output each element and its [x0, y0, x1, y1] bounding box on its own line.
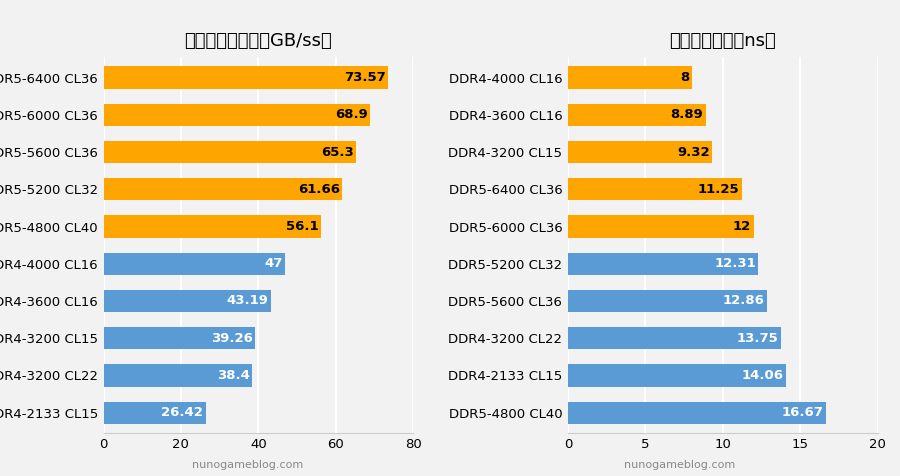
Text: 14.06: 14.06: [741, 369, 783, 382]
Title: メモリの帯域幅（GB/ss）: メモリの帯域幅（GB/ss）: [184, 32, 332, 50]
Text: 12: 12: [733, 220, 751, 233]
Bar: [104, 290, 271, 312]
Text: 12.86: 12.86: [723, 295, 764, 307]
Text: nunogameblog.com: nunogameblog.com: [624, 460, 735, 470]
Bar: [568, 327, 781, 349]
Bar: [104, 253, 285, 275]
Text: 9.32: 9.32: [677, 146, 710, 159]
Bar: [104, 364, 252, 387]
Text: 39.26: 39.26: [212, 332, 253, 345]
Bar: [568, 402, 826, 424]
Bar: [104, 178, 342, 200]
Text: 16.67: 16.67: [781, 406, 824, 419]
Text: 56.1: 56.1: [285, 220, 318, 233]
Bar: [104, 402, 206, 424]
Bar: [104, 327, 256, 349]
Text: 26.42: 26.42: [161, 406, 203, 419]
Text: 73.57: 73.57: [344, 71, 386, 84]
Text: 11.25: 11.25: [698, 183, 740, 196]
Bar: [568, 290, 767, 312]
Bar: [104, 104, 370, 126]
Text: 38.4: 38.4: [217, 369, 249, 382]
Text: 8.89: 8.89: [670, 109, 703, 121]
Text: nunogameblog.com: nunogameblog.com: [192, 460, 303, 470]
Text: 65.3: 65.3: [321, 146, 354, 159]
Bar: [568, 104, 706, 126]
Bar: [104, 141, 356, 163]
Bar: [104, 67, 388, 89]
Bar: [568, 67, 692, 89]
Bar: [104, 215, 320, 238]
Bar: [568, 253, 759, 275]
Text: 68.9: 68.9: [335, 109, 368, 121]
Text: 12.31: 12.31: [715, 257, 756, 270]
Bar: [568, 141, 712, 163]
Bar: [568, 215, 753, 238]
Text: 8: 8: [680, 71, 689, 84]
Text: 61.66: 61.66: [298, 183, 339, 196]
Bar: [568, 364, 786, 387]
Text: 13.75: 13.75: [736, 332, 778, 345]
Text: 43.19: 43.19: [226, 295, 268, 307]
Bar: [568, 178, 742, 200]
Title: メモリの遅延（ns）: メモリの遅延（ns）: [670, 32, 776, 50]
Text: 47: 47: [265, 257, 283, 270]
